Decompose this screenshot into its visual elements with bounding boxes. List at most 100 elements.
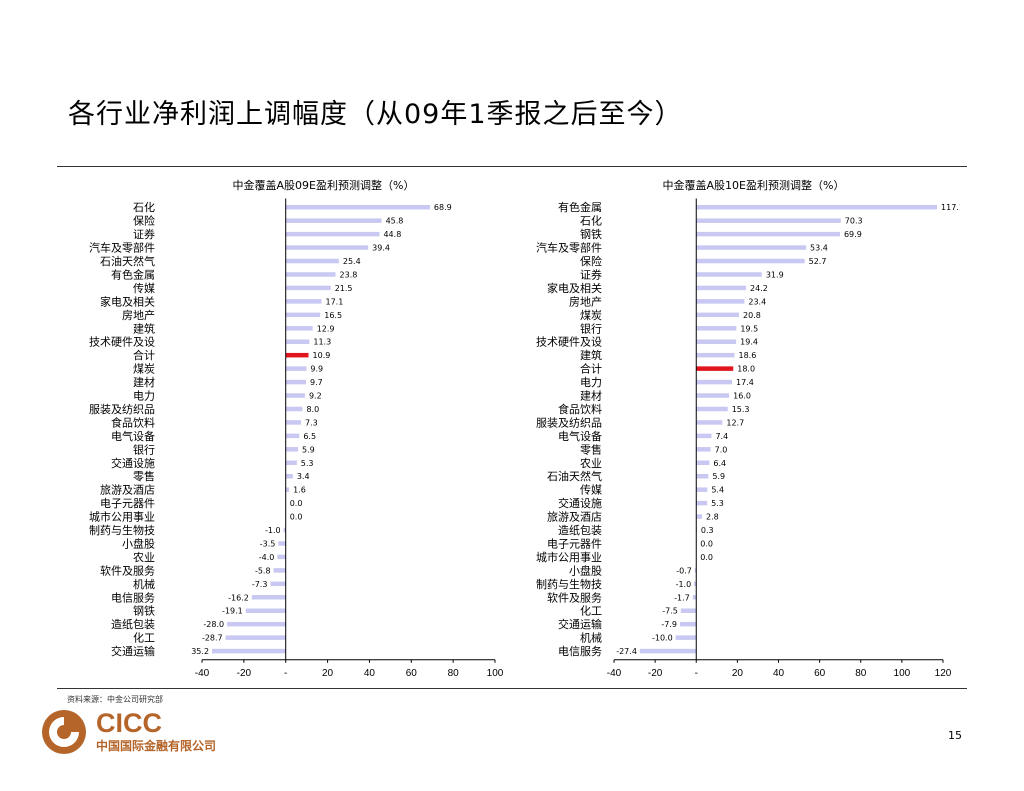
category-label: 银行 <box>133 442 155 456</box>
value-label: 8.0 <box>306 405 319 414</box>
bar <box>696 218 841 223</box>
bar <box>277 554 286 560</box>
category-label: 农业 <box>133 550 155 564</box>
bar <box>696 285 747 291</box>
x-tick-label: 20 <box>732 668 744 679</box>
value-label: 0.0 <box>700 539 713 548</box>
value-label: 18.6 <box>738 351 756 360</box>
value-label: 11.3 <box>313 338 331 347</box>
category-label: 城市公用事业 <box>89 510 155 524</box>
value-label: 23.4 <box>748 297 766 306</box>
bar <box>696 473 709 479</box>
value-label: 7.0 <box>715 445 728 454</box>
value-label: 16.5 <box>324 311 342 320</box>
category-label: 银行 <box>580 321 602 335</box>
category-label: 房地产 <box>569 294 602 308</box>
value-label: 5.3 <box>301 459 314 468</box>
value-label: 10.9 <box>313 351 331 360</box>
title-divider <box>57 166 967 167</box>
page-title: 各行业净利润上调幅度（从09年1季报之后至今） <box>68 99 683 130</box>
bar <box>225 635 286 640</box>
bar <box>285 379 307 385</box>
bar <box>212 648 286 654</box>
value-label: 0.0 <box>290 513 303 522</box>
value-label: 117.1 <box>941 203 960 212</box>
category-label: 电信服务 <box>111 591 155 604</box>
category-label: 家电及相关 <box>547 281 602 295</box>
category-label: 电气设备 <box>111 429 155 443</box>
bar <box>696 500 708 506</box>
category-label: 证券 <box>580 267 602 281</box>
category-label: 有色金属 <box>558 200 602 214</box>
category-label: 交通设施 <box>111 456 155 470</box>
bar <box>245 608 286 613</box>
category-label: 交通运输 <box>111 644 155 658</box>
value-label: -7.9 <box>661 620 677 629</box>
cicc-logo: CICC 中国国际金融有限公司 <box>40 708 260 758</box>
value-label: 70.3 <box>845 217 863 226</box>
bar <box>227 621 286 627</box>
x-tick-label: 40 <box>364 668 376 679</box>
value-label: 24.2 <box>750 284 768 293</box>
bar <box>285 245 369 250</box>
x-tick-label: -20 <box>648 668 663 679</box>
x-tick-label: 80 <box>855 668 867 679</box>
value-label: 19.5 <box>740 324 758 333</box>
category-label: 电气设备 <box>558 429 602 443</box>
bar <box>696 352 735 358</box>
category-label: 小盘股 <box>122 536 155 550</box>
value-label: -0.7 <box>676 566 692 575</box>
category-label: 电力 <box>580 376 602 389</box>
bar <box>285 487 290 492</box>
bar <box>680 608 697 613</box>
x-tick-label: 100 <box>894 668 911 679</box>
bar <box>692 595 697 600</box>
bar <box>696 406 728 412</box>
bar <box>696 460 710 466</box>
bar-highlight <box>285 352 309 358</box>
chart-title: 中金覆盖A股10E盈利预测调整（%） <box>663 178 845 192</box>
category-label: 软件及服务 <box>100 563 155 577</box>
bar <box>696 204 938 210</box>
bar <box>696 245 807 250</box>
category-label: 软件及服务 <box>547 590 602 604</box>
value-label: 45.8 <box>386 217 404 226</box>
bar <box>285 339 310 344</box>
bar <box>285 204 430 210</box>
bar <box>285 258 339 264</box>
bar <box>270 581 286 587</box>
category-label: 石化 <box>133 200 155 214</box>
value-label: 18.0 <box>737 365 755 374</box>
bar <box>285 366 307 371</box>
category-label: 合计 <box>133 348 155 362</box>
category-label: 建筑 <box>580 348 602 362</box>
value-label: 52.7 <box>809 257 827 266</box>
value-label: 12.7 <box>726 418 744 427</box>
category-label: 服装及纺织品 <box>536 415 602 429</box>
value-label: 20.8 <box>743 311 761 320</box>
bar <box>696 420 723 425</box>
value-label: -5.8 <box>255 566 271 575</box>
category-label: 化工 <box>580 604 602 618</box>
category-label: 传媒 <box>133 282 155 295</box>
category-label: 有色金属 <box>111 267 155 281</box>
bar <box>285 272 336 277</box>
source-note: 资料来源：中金公司研究部 <box>67 695 163 704</box>
category-label: 旅游及酒店 <box>100 483 155 497</box>
bar <box>285 473 293 479</box>
bar <box>639 648 697 654</box>
value-label: 16.0 <box>733 392 751 401</box>
value-label: 21.5 <box>335 284 353 293</box>
value-label: 9.7 <box>310 378 323 387</box>
value-label: -28.7 <box>202 634 223 643</box>
value-label: 68.9 <box>434 203 452 212</box>
category-label: 汽车及零部件 <box>536 241 602 255</box>
x-tick-label: -20 <box>237 668 252 679</box>
x-tick-label: 20 <box>322 668 334 679</box>
value-label: 6.4 <box>713 459 726 468</box>
category-label: 建材 <box>580 389 602 403</box>
category-label: 化工 <box>133 631 155 645</box>
category-label: 家电及相关 <box>100 294 155 308</box>
bar <box>285 218 382 223</box>
chart-10e-svg: 中金覆盖A股10E盈利预测调整（%） 有色金属 117.1 石化 70.3 钢铁 69.9 汽… <box>536 178 960 679</box>
